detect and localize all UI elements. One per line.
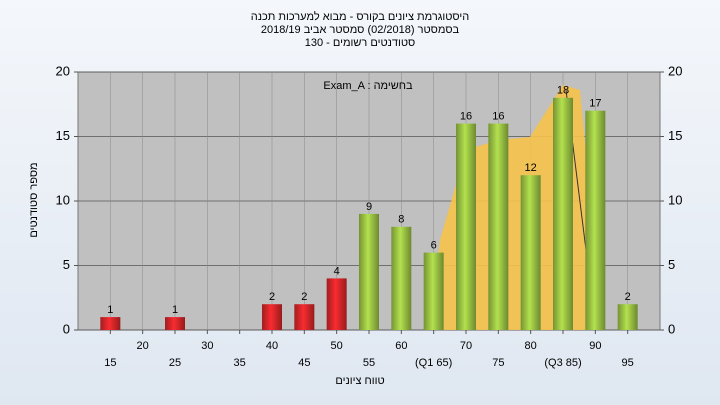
bar (617, 304, 638, 330)
data-label: 16 (460, 111, 472, 123)
y-tick-label: 5 (63, 257, 70, 272)
x-tick-label: 30 (201, 340, 213, 352)
x-tick-label: 50 (331, 340, 343, 352)
x-tick-label: 40 (266, 340, 278, 352)
y-axis-label: מספר סטודנטים (28, 162, 40, 237)
x-tick-label: 45 (298, 357, 310, 369)
x-tick-label: 70 (460, 340, 472, 352)
chart-subtitle: בסמסטר (02/2018) סמסטר אביב 2018/19 (261, 24, 460, 36)
bar (456, 123, 476, 330)
bar (359, 213, 379, 330)
data-label: 2 (269, 291, 275, 303)
y2-tick-label: 0 (668, 321, 675, 336)
chart-title: היסטוגרמת ציונים בקורס - מבוא למערכות תכ… (251, 10, 470, 23)
x-tick-label: 55 (363, 357, 375, 369)
x-tick-label: 75 (492, 357, 504, 369)
x-tick-label: 95 (622, 357, 634, 369)
y-tick-label: 10 (56, 192, 70, 207)
y2-tick-label: 5 (668, 257, 675, 272)
bar (520, 175, 541, 330)
x-tick-label: (Q3 85) (544, 357, 581, 369)
x-tick-label: 90 (589, 340, 601, 352)
bar (100, 317, 121, 330)
x-tick-label: 35 (234, 357, 246, 369)
x-tick-label: 80 (525, 340, 537, 352)
y2-tick-label: 15 (668, 128, 682, 143)
bar (423, 252, 444, 330)
x-tick-label: 15 (104, 357, 116, 369)
data-label: 1 (107, 304, 113, 316)
x-tick-label: (Q1 65) (415, 357, 452, 369)
chart-subtitle: סטודנטים רשומים - 130 (305, 37, 416, 49)
bar (391, 226, 412, 330)
data-label: 6 (431, 240, 437, 252)
data-label: 1 (172, 304, 178, 316)
y-tick-label: 20 (56, 63, 70, 78)
data-label: 2 (301, 291, 307, 303)
x-axis-label: טווח ציונים (335, 375, 384, 387)
bar (553, 97, 573, 330)
data-label: 16 (492, 111, 504, 123)
data-label: 17 (589, 98, 601, 110)
bar (585, 110, 606, 330)
y2-tick-label: 10 (668, 192, 682, 207)
x-tick-label: 25 (169, 357, 181, 369)
bar (488, 123, 509, 330)
data-label: 12 (525, 162, 537, 174)
data-label: 2 (625, 291, 631, 303)
bar (165, 317, 185, 330)
x-tick-label: 60 (395, 340, 407, 352)
annotation: Exam_A : בחשימה (323, 80, 413, 92)
data-label: 4 (334, 265, 340, 277)
bar (294, 304, 315, 330)
data-label: 8 (398, 214, 404, 226)
data-label: 18 (557, 85, 569, 97)
y-tick-label: 0 (63, 321, 70, 336)
y-tick-label: 15 (56, 128, 70, 143)
bar (326, 278, 347, 330)
x-tick-label: 20 (137, 340, 149, 352)
data-label: 9 (366, 201, 372, 213)
y2-tick-label: 20 (668, 63, 682, 78)
bar (262, 304, 282, 330)
